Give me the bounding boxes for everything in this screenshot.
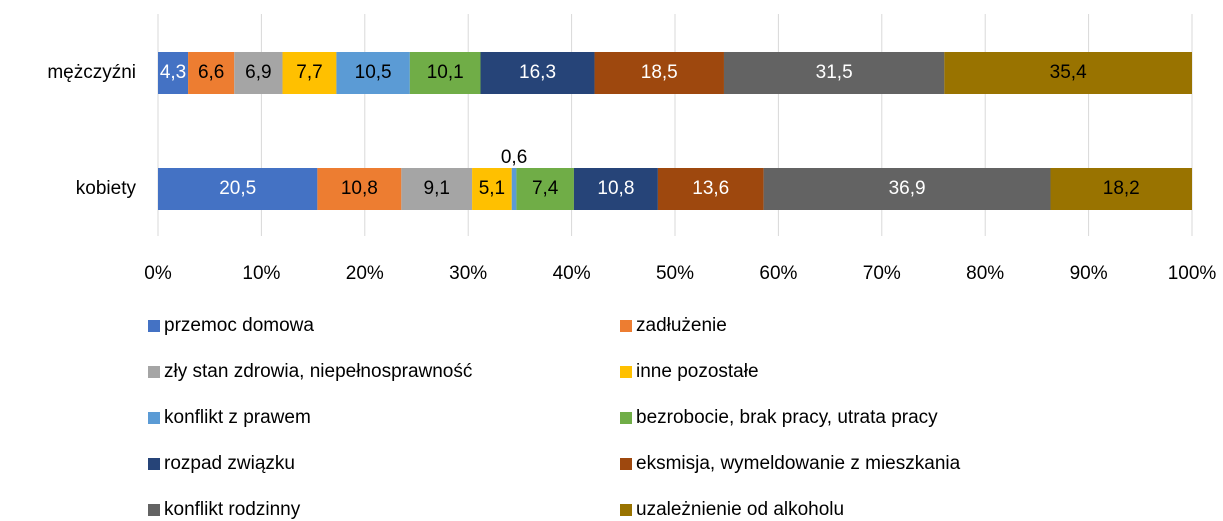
x-tick-label: 50% <box>656 263 694 284</box>
data-label: 6,9 <box>245 62 271 83</box>
bar-segment <box>158 168 318 210</box>
bar-segment <box>472 168 512 210</box>
x-tick-label: 10% <box>242 263 280 284</box>
legend-swatch <box>620 458 632 470</box>
bar-segment <box>188 52 235 94</box>
x-tick-label: 100% <box>1168 263 1217 284</box>
bar-segment <box>1050 168 1192 210</box>
legend-label: bezrobocie, brak pracy, utrata pracy <box>636 407 938 428</box>
legend-label: konflikt z prawem <box>164 407 311 428</box>
bar-segment <box>657 168 764 210</box>
data-label: 10,8 <box>341 178 378 199</box>
data-label: 36,9 <box>889 178 926 199</box>
bar-segment <box>723 52 945 94</box>
bar-segment <box>763 168 1051 210</box>
bar-segment <box>158 52 189 94</box>
legend-label: przemoc domowa <box>164 315 314 336</box>
legend-swatch <box>620 320 632 332</box>
legend-swatch <box>620 504 632 516</box>
legend-swatch <box>148 320 160 332</box>
data-label: 13,6 <box>692 178 729 199</box>
data-label: 31,5 <box>816 62 853 83</box>
data-label: 10,5 <box>355 62 392 83</box>
legend-label: inne pozostałe <box>636 361 759 382</box>
data-label: 18,5 <box>641 62 678 83</box>
legend-swatch <box>620 366 632 378</box>
bar-segment <box>594 52 724 94</box>
data-label: 7,4 <box>532 178 559 199</box>
x-tick-label: 60% <box>759 263 797 284</box>
y-tick-label: mężczyźni <box>47 62 136 83</box>
data-label: 4,3 <box>160 62 186 83</box>
data-label: 5,1 <box>479 178 505 199</box>
x-tick-label: 80% <box>966 263 1004 284</box>
bar-segment <box>409 52 481 94</box>
bar-segment <box>511 168 517 210</box>
x-tick-label: 0% <box>144 263 172 284</box>
legend-swatch <box>148 412 160 424</box>
legend-label: zły stan zdrowia, niepełnosprawność <box>164 361 472 382</box>
data-label: 35,4 <box>1050 62 1087 83</box>
data-label: 20,5 <box>219 178 256 199</box>
x-tick-label: 90% <box>1070 263 1108 284</box>
bar-segment <box>234 52 283 94</box>
data-label: 7,7 <box>296 62 322 83</box>
legend-label: rozpad związku <box>164 453 295 474</box>
data-label: 0,6 <box>501 147 527 168</box>
bar-segment <box>480 52 595 94</box>
data-label: 10,1 <box>427 62 464 83</box>
data-label: 9,1 <box>424 178 450 199</box>
bar-segment <box>516 168 574 210</box>
x-tick-label: 20% <box>346 263 384 284</box>
bar-segment <box>573 168 658 210</box>
legend-label: konflikt rodzinny <box>164 499 301 520</box>
legend-label: uzależnienie od alkoholu <box>636 499 844 520</box>
x-tick-label: 70% <box>863 263 901 284</box>
data-label: 16,3 <box>519 62 556 83</box>
y-tick-label: kobiety <box>76 178 137 199</box>
bar-segment <box>944 52 1192 94</box>
legend-label: eksmisja, wymeldowanie z mieszkania <box>636 453 961 474</box>
legend-swatch <box>148 504 160 516</box>
legend-swatch <box>148 458 160 470</box>
bar-segment <box>282 52 337 94</box>
legend-swatch <box>148 366 160 378</box>
legend-swatch <box>620 412 632 424</box>
x-tick-label: 30% <box>449 263 487 284</box>
bar-segment <box>401 168 473 210</box>
x-tick-label: 40% <box>553 263 591 284</box>
bar-segment <box>336 52 410 94</box>
data-label: 18,2 <box>1103 178 1140 199</box>
data-label: 10,8 <box>597 178 634 199</box>
bar-segment <box>317 168 402 210</box>
data-label: 6,6 <box>198 62 224 83</box>
legend-label: zadłużenie <box>636 315 727 336</box>
